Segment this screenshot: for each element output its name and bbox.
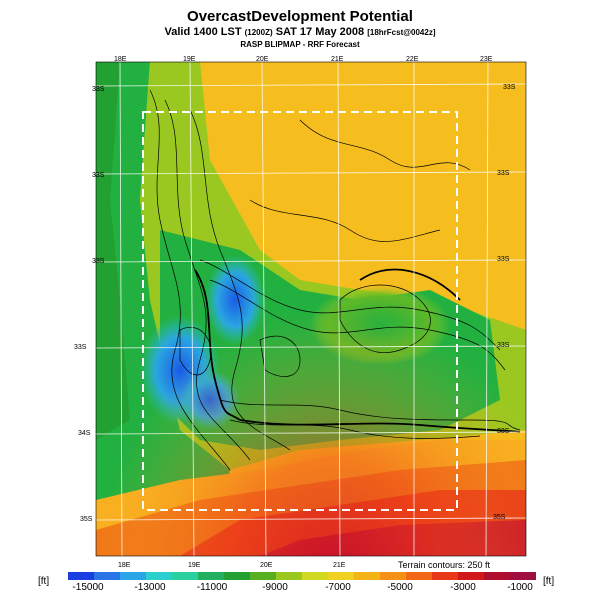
lon-label-top: 20E	[256, 56, 269, 63]
lat-label-right: 33S	[503, 84, 516, 91]
bold-contours	[194, 268, 521, 433]
legend-swatch	[354, 572, 380, 580]
legend-tick: -5000	[387, 582, 413, 593]
valid-time: Valid 1400 LST	[164, 26, 242, 38]
lat-label-left: 33S	[74, 344, 87, 351]
lon-label-top: 18E	[114, 56, 127, 63]
chart-source: RASP BLIPMAP - RRF Forecast	[240, 40, 360, 49]
legend-tick: -7000	[325, 582, 351, 593]
terrain-contour-note: Terrain contours: 250 ft	[398, 560, 491, 570]
valid-date: SAT 17 May 2008	[275, 26, 365, 38]
lat-label-left: 33S	[92, 258, 105, 265]
lat-label-right: 33S	[497, 428, 510, 435]
legend-swatch	[198, 572, 224, 580]
legend-swatch	[276, 572, 302, 580]
legend-swatch	[302, 572, 328, 580]
legend-swatch	[380, 572, 406, 580]
legend-tick: -13000	[134, 582, 166, 593]
legend-swatch	[172, 572, 198, 580]
legend-swatch	[120, 572, 146, 580]
lat-label-right: 33S	[497, 256, 510, 263]
color-legend	[68, 572, 536, 580]
lat-label-right: 33S	[497, 342, 510, 349]
lon-label-top: 23E	[480, 56, 493, 63]
legend-tick: -9000	[262, 582, 288, 593]
lat-label-left: 33S	[92, 172, 105, 179]
legend-swatch	[224, 572, 250, 580]
utc-time: (1200Z)	[244, 28, 273, 37]
lon-label-top: 21E	[331, 56, 344, 63]
legend-swatch	[458, 572, 484, 580]
lat-label-left: 34S	[78, 430, 91, 437]
terrain-contours	[149, 89, 521, 471]
legend-swatch	[146, 572, 172, 580]
lat-label-right: 35S	[493, 514, 506, 521]
chart-title: OvercastDevelopment Potential	[187, 8, 413, 25]
lon-label-top: 22E	[406, 56, 419, 63]
field-layer	[96, 62, 526, 556]
inner-domain-box	[142, 111, 458, 511]
lon-label-bottom: 18E	[118, 562, 131, 569]
legend-swatch	[432, 572, 458, 580]
legend-swatch	[510, 572, 536, 580]
graticule	[96, 62, 526, 556]
legend-tick: -15000	[72, 582, 104, 593]
legend-unit-left: [ft]	[38, 576, 50, 587]
lat-label-left: 35S	[80, 516, 93, 523]
lon-label-bottom: 20E	[260, 562, 273, 569]
legend-swatch	[406, 572, 432, 580]
forecast-tag: [18hrFcst@0042z]	[367, 28, 436, 37]
legend-swatch	[328, 572, 354, 580]
lon-label-top: 19E	[183, 56, 196, 63]
legend-tick: -11000	[196, 582, 228, 593]
chart-subtitle: Valid 1400 LST (1200Z) SAT 17 May 2008 […	[0, 26, 600, 38]
legend-swatch	[94, 572, 120, 580]
lat-label-right: 33S	[497, 170, 510, 177]
legend-tick: -1000	[507, 582, 533, 593]
legend-tick: -3000	[450, 582, 476, 593]
legend-swatch	[68, 572, 94, 580]
lat-label-left: 33S	[92, 86, 105, 93]
lon-label-bottom: 19E	[188, 562, 201, 569]
legend-swatch	[484, 572, 510, 580]
legend-unit-right: [ft]	[543, 576, 555, 587]
legend-swatch	[250, 572, 276, 580]
lon-label-bottom: 21E	[333, 562, 346, 569]
